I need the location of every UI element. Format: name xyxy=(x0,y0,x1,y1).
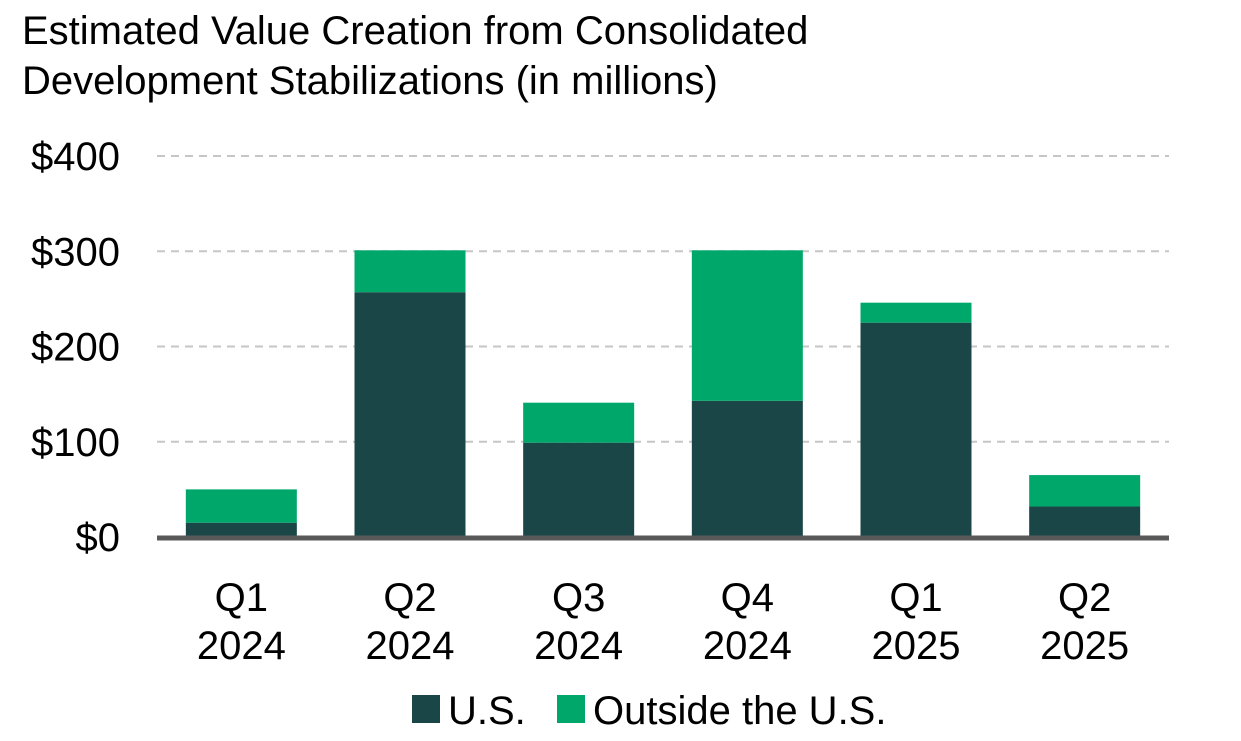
bar-segment-us xyxy=(523,442,635,537)
bar-segment-us xyxy=(691,400,803,537)
chart-title: Estimated Value Creation from Consolidat… xyxy=(22,6,1022,106)
y-tick-label: $300 xyxy=(31,230,120,274)
y-tick-label: $100 xyxy=(31,421,120,465)
chart-title-line-1: Estimated Value Creation from Consolidat… xyxy=(22,9,809,53)
bar-segment-outside-us xyxy=(691,250,803,401)
bar-segment-outside-us xyxy=(354,250,466,293)
bar-segment-outside-us xyxy=(1029,475,1141,507)
y-tick-label: $200 xyxy=(31,326,120,370)
legend-label-outside-us: Outside the U.S. xyxy=(593,689,886,733)
x-tick-label: Q3 2024 xyxy=(534,576,623,668)
gridlines xyxy=(157,155,1169,443)
y-axis-tick-labels: $0 $100 $200 $300 $400 xyxy=(31,135,120,560)
x-tick-label: Q1 2025 xyxy=(872,576,961,668)
legend-swatch-outside-us xyxy=(557,695,585,723)
x-tick-label: Q2 2024 xyxy=(366,576,455,668)
bar-segment-outside-us xyxy=(523,402,635,443)
legend: U.S. Outside the U.S. xyxy=(412,689,886,733)
x-tick-label: Q2 2025 xyxy=(1040,576,1129,668)
bar-segment-us xyxy=(185,522,297,537)
bar-segment-outside-us xyxy=(860,302,972,323)
bars xyxy=(185,250,1141,537)
legend-swatch-us xyxy=(412,695,440,723)
legend-label-us: U.S. xyxy=(448,689,526,733)
y-tick-label: $0 xyxy=(76,516,121,560)
bar-segment-outside-us xyxy=(185,489,297,523)
x-tick-label: Q1 2024 xyxy=(197,576,286,668)
y-tick-label: $400 xyxy=(31,135,120,179)
x-tick-label: Q4 2024 xyxy=(703,576,792,668)
bar-segment-us xyxy=(354,292,466,537)
chart-title-line-2: Development Stabilizations (in millions) xyxy=(22,59,718,103)
x-axis-tick-labels: Q1 2024 Q2 2024 Q3 2024 Q4 2024 Q1 2025 Q2 2025 xyxy=(197,576,1129,668)
bar-segment-us xyxy=(860,322,972,537)
bar-segment-us xyxy=(1029,506,1141,537)
